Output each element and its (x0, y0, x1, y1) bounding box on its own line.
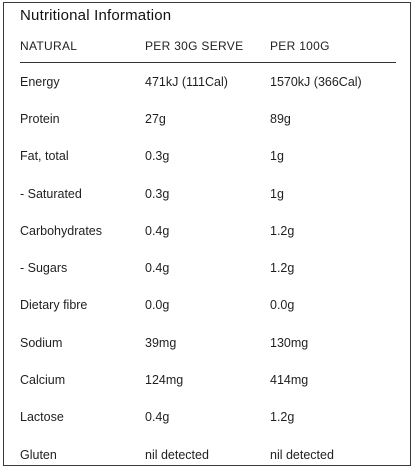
table-header: NATURAL PER 30G SERVE PER 100G (20, 39, 396, 59)
header-per-serve: PER 30G SERVE (145, 39, 244, 53)
per-100g-value: 130mg (270, 335, 309, 350)
nutrition-table-body: Energy 471kJ (111Cal) 1570kJ (366Cal) Pr… (20, 63, 396, 473)
panel-title: Nutritional Information (20, 7, 172, 24)
header-natural: NATURAL (20, 39, 78, 53)
per-serve-value: 0.3g (145, 149, 170, 164)
nutrient-name: Protein (20, 111, 60, 126)
nutrient-name: Calcium (20, 373, 66, 388)
table-row: Energy 471kJ (111Cal) 1570kJ (366Cal) (20, 63, 396, 100)
per-100g-value: 0.0g (270, 298, 295, 313)
per-100g-value: 1g (270, 186, 284, 201)
header-per-100g: PER 100G (270, 39, 330, 53)
table-row: Protein 27g 89g (20, 100, 396, 137)
table-row: Gluten nil detected nil detected (20, 436, 396, 473)
per-100g-value: 1570kJ (366Cal) (270, 74, 362, 89)
per-100g-value: 1g (270, 149, 284, 164)
table-row: Sodium 39mg 130mg (20, 324, 396, 361)
nutrient-name: - Sugars (20, 261, 68, 276)
per-serve-value: 0.3g (145, 186, 170, 201)
table-row: Calcium 124mg 414mg (20, 361, 396, 398)
per-serve-value: 0.4g (145, 410, 170, 425)
header-divider (20, 62, 396, 63)
nutrient-name: Lactose (20, 410, 64, 425)
per-100g-value: 1.2g (270, 223, 295, 238)
per-serve-value: 39mg (145, 335, 177, 350)
per-100g-value: 89g (270, 111, 291, 126)
per-serve-value: 0.4g (145, 223, 170, 238)
per-serve-value: 124mg (145, 373, 184, 388)
nutrient-name: Fat, total (20, 149, 69, 164)
nutrient-name: Energy (20, 74, 60, 89)
per-serve-value: 0.0g (145, 298, 170, 313)
table-row: Fat, total 0.3g 1g (20, 138, 396, 175)
per-serve-value: 27g (145, 111, 166, 126)
per-serve-value: 471kJ (111Cal) (145, 74, 228, 89)
per-100g-value: 1.2g (270, 261, 295, 276)
nutrient-name: Gluten (20, 447, 57, 462)
nutrition-panel: Nutritional Information NATURAL PER 30G … (3, 2, 411, 466)
table-row: Carbohydrates 0.4g 1.2g (20, 212, 396, 249)
table-row: Dietary fibre 0.0g 0.0g (20, 287, 396, 324)
per-serve-value: nil detected (145, 447, 209, 462)
nutrient-name: Carbohydrates (20, 223, 102, 238)
nutrient-name: Sodium (20, 335, 63, 350)
per-100g-value: 1.2g (270, 410, 295, 425)
table-row: - Sugars 0.4g 1.2g (20, 249, 396, 286)
table-row: - Saturated 0.3g 1g (20, 175, 396, 212)
table-row: Lactose 0.4g 1.2g (20, 399, 396, 436)
per-100g-value: 414mg (270, 373, 309, 388)
per-serve-value: 0.4g (145, 261, 170, 276)
nutrient-name: - Saturated (20, 186, 82, 201)
per-100g-value: nil detected (270, 447, 334, 462)
nutrient-name: Dietary fibre (20, 298, 88, 313)
